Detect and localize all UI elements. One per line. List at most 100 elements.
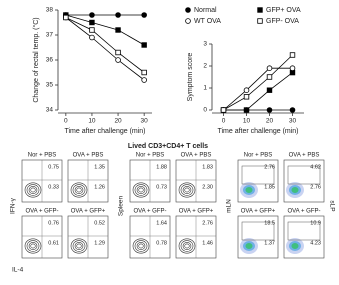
contour [76,243,82,249]
gate-value: 0.33 [48,184,59,190]
marker [289,52,296,58]
gate-value: 0.61 [48,240,59,246]
panel-title: OVA + GFP+ [241,209,276,215]
y-axis-label: Symptom score [187,53,194,102]
contour [136,186,146,194]
marker [89,19,95,26]
marker [220,107,227,113]
contour [24,238,42,254]
legend-marker [185,7,191,13]
y-tick-label: 3 [203,41,207,48]
y-tick-label: 34 [46,107,54,114]
panel-title: Nor + PBS [244,153,273,159]
contour [178,238,196,254]
panel-frame [283,215,325,259]
gate-value: 0.76 [48,220,59,226]
legend-label: WT OVA [194,18,221,25]
contour [28,186,38,194]
gate-value: 0.78 [156,240,167,246]
y-tick-label: 1 [203,85,207,92]
x-tick-label: 10 [88,118,96,125]
legend-label: GFP- OVA [266,18,299,25]
series-line [223,67,293,111]
marker [115,27,121,33]
contour [136,242,146,250]
gate [287,221,321,241]
gate-value: 1.83 [202,164,213,170]
series-line [223,54,293,111]
panel-title: OVA + PBS [181,153,212,159]
gate-value: 1.26 [94,184,105,190]
gate-value: 4.62 [310,164,321,170]
contour [24,182,42,198]
flow-y-label: mLN [226,199,233,213]
flow-y2-label: sLP [328,200,335,211]
gate-value: 1.64 [156,220,167,226]
x-tick-label: 0 [64,118,68,125]
x-tick-label: 30 [289,118,297,125]
marker [289,107,296,113]
contour [184,187,190,193]
legend-label: Normal [194,7,217,14]
y-axis-label: Change of rectal temp. (°C) [32,17,40,102]
contour [70,238,88,254]
contour [138,187,144,193]
dot-cloud [245,243,253,249]
dot-cloud [291,187,299,193]
panel-title: OVA + GFP- [287,209,320,215]
y-tick-label: 2 [203,63,207,70]
panel-title: OVA + GFP+ [71,209,106,215]
gate-value: 0.75 [48,164,59,170]
contour [74,186,84,194]
contour [138,243,144,249]
marker [141,12,147,18]
gate-value: 2.76 [202,220,213,226]
panel-title: OVA + PBS [289,153,320,159]
panel-title: OVA + PBS [73,153,104,159]
gate-value: 1.46 [202,240,213,246]
marker [266,87,273,93]
contour [178,182,196,198]
panel-title: OVA + GFP+ [179,209,214,215]
series-line [223,72,293,111]
gate-value: 1.37 [264,240,275,246]
x-tick-label: 0 [222,118,226,125]
contour [182,186,192,194]
x-axis-label: Time after challenge (min) [64,128,145,135]
gate-value: 0.73 [156,184,167,190]
gate-value: 10.9 [310,220,321,226]
y-tick-label: 36 [46,57,54,64]
series-line [65,14,145,46]
marker [89,12,95,18]
marker [115,49,121,56]
y-tick-label: 35 [46,82,54,89]
panel-title: Nor + PBS [136,153,165,159]
legend-marker [257,7,263,13]
contour [132,238,150,254]
series-line [65,17,145,81]
x-tick-label: 30 [141,118,149,125]
flow-y-label: IFN-γ [10,197,17,214]
legend-label: GFP+ OVA [266,7,301,14]
gate-value: 1.35 [94,164,105,170]
marker [243,107,250,113]
gate-value: 2.30 [202,184,213,190]
marker [266,65,273,71]
legend-marker [257,18,263,24]
x-axis-label: Time after challenge (min) [217,128,298,135]
contour [28,242,38,250]
marker [266,74,273,80]
panel-title: OVA + GFP- [25,209,58,215]
contour [134,184,148,196]
y-tick-label: 37 [46,32,54,39]
gate-value: 0.52 [94,220,105,226]
y-tick-label: 38 [46,7,54,14]
marker [89,27,95,33]
x-tick-label: 10 [243,118,251,125]
x-tick-label: 20 [266,118,274,125]
dot-cloud [245,187,253,193]
marker [141,77,147,83]
marker [266,107,273,113]
legend-marker [185,18,191,24]
